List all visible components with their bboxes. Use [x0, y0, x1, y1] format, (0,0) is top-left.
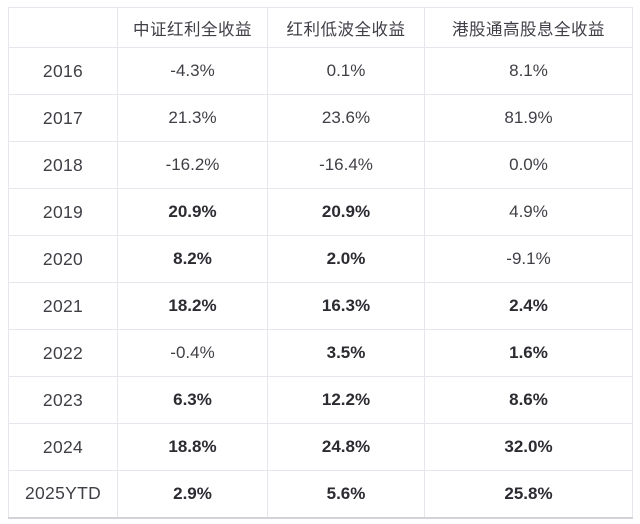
- table-body: 2016 -4.3% 0.1% 8.1% 2017 21.3% 23.6% 81.9% 2018…: [8, 47, 633, 518]
- return-value-cell: 0.1%: [267, 47, 425, 95]
- table-row: 2020 8.2% 2.0% -9.1%: [8, 235, 633, 283]
- return-value-cell: 0.0%: [424, 141, 633, 189]
- year-cell: 2020: [8, 235, 118, 283]
- year-cell: 2022: [8, 329, 118, 377]
- return-value-cell: 16.3%: [267, 282, 425, 330]
- return-value-cell: -16.2%: [117, 141, 268, 189]
- return-value-cell: -0.4%: [117, 329, 268, 377]
- header-hk-connect-high-dividend-total-return: 港股通高股息全收益: [424, 7, 633, 48]
- year-cell: 2023: [8, 376, 118, 424]
- return-value-cell: -4.3%: [117, 47, 268, 95]
- return-value-cell: -9.1%: [424, 235, 633, 283]
- return-value-cell: 3.5%: [267, 329, 425, 377]
- return-value-cell: 23.6%: [267, 94, 425, 142]
- table-row: 2021 18.2% 16.3% 2.4%: [8, 282, 633, 330]
- year-cell: 2016: [8, 47, 118, 95]
- return-value-cell: 24.8%: [267, 423, 425, 471]
- table-row: 2024 18.8% 24.8% 32.0%: [8, 423, 633, 471]
- header-csi-dividend-total-return: 中证红利全收益: [117, 7, 268, 48]
- return-value-cell: 32.0%: [424, 423, 633, 471]
- year-cell: 2021: [8, 282, 118, 330]
- annual-returns-table: 中证红利全收益 红利低波全收益 港股通高股息全收益 2016 -4.3% 0.1% 8…: [8, 7, 633, 519]
- table-header: 中证红利全收益 红利低波全收益 港股通高股息全收益: [8, 7, 633, 48]
- return-value-cell: 21.3%: [117, 94, 268, 142]
- year-cell: 2018: [8, 141, 118, 189]
- table-row: 2023 6.3% 12.2% 8.6%: [8, 376, 633, 424]
- return-value-cell: 8.6%: [424, 376, 633, 424]
- header-row: 中证红利全收益 红利低波全收益 港股通高股息全收益: [8, 7, 633, 48]
- return-value-cell: 20.9%: [267, 188, 425, 236]
- return-value-cell: 4.9%: [424, 188, 633, 236]
- return-value-cell: 1.6%: [424, 329, 633, 377]
- return-value-cell: 25.8%: [424, 470, 633, 518]
- return-value-cell: 8.1%: [424, 47, 633, 95]
- table-row: 2022 -0.4% 3.5% 1.6%: [8, 329, 633, 377]
- return-value-cell: 18.2%: [117, 282, 268, 330]
- header-dividend-lowvol-total-return: 红利低波全收益: [267, 7, 425, 48]
- year-cell: 2025YTD: [8, 470, 118, 518]
- return-value-cell: 6.3%: [117, 376, 268, 424]
- table-row: 2017 21.3% 23.6% 81.9%: [8, 94, 633, 142]
- return-value-cell: 8.2%: [117, 235, 268, 283]
- return-value-cell: 18.8%: [117, 423, 268, 471]
- year-cell: 2019: [8, 188, 118, 236]
- return-value-cell: 2.0%: [267, 235, 425, 283]
- return-value-cell: 12.2%: [267, 376, 425, 424]
- return-value-cell: 5.6%: [267, 470, 425, 518]
- year-cell: 2017: [8, 94, 118, 142]
- return-value-cell: 81.9%: [424, 94, 633, 142]
- table-row: 2018 -16.2% -16.4% 0.0%: [8, 141, 633, 189]
- return-value-cell: -16.4%: [267, 141, 425, 189]
- year-cell: 2024: [8, 423, 118, 471]
- table-row: 2016 -4.3% 0.1% 8.1%: [8, 47, 633, 95]
- table-row: 2025YTD 2.9% 5.6% 25.8%: [8, 470, 633, 518]
- return-value-cell: 20.9%: [117, 188, 268, 236]
- header-year-blank: [8, 7, 118, 48]
- return-value-cell: 2.9%: [117, 470, 268, 518]
- return-value-cell: 2.4%: [424, 282, 633, 330]
- table-row: 2019 20.9% 20.9% 4.9%: [8, 188, 633, 236]
